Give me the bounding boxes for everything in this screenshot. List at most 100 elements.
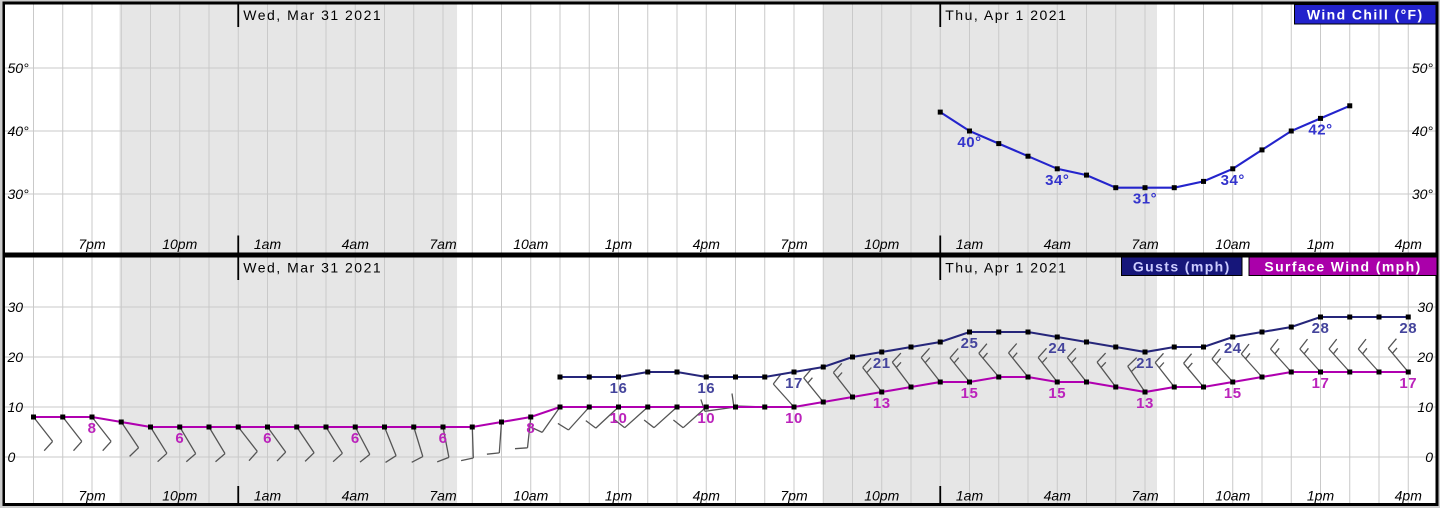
wind-barb	[1240, 343, 1263, 378]
wind-barb	[672, 406, 707, 429]
data-marker	[1230, 379, 1236, 385]
data-marker	[1142, 349, 1148, 355]
data-marker	[177, 424, 183, 430]
data-marker	[586, 374, 592, 380]
data-marker	[1376, 369, 1382, 375]
value-label-gusts: 28	[1399, 320, 1417, 337]
data-marker	[703, 374, 709, 380]
x-axis-label-bottom: 7am	[429, 488, 457, 504]
legend-label: Wind Chill (°F)	[1307, 6, 1424, 22]
data-marker	[1405, 314, 1411, 320]
y-axis-label-left: 10	[8, 399, 24, 415]
legend-box	[1294, 4, 1437, 25]
series-line-surface-wind	[33, 370, 1409, 429]
x-axis-label-top: 10am	[513, 236, 548, 252]
wind-barb	[614, 406, 649, 429]
value-label-gusts: 17	[785, 375, 803, 392]
legend-label: Surface Wind (mph)	[1264, 258, 1421, 274]
data-marker	[1084, 172, 1089, 178]
data-marker	[235, 424, 241, 430]
data-marker	[1318, 314, 1323, 320]
x-axis-label-bottom: 4pm	[693, 488, 721, 504]
frame-top	[2, 1, 1439, 5]
value-label-wind-chill: 34°	[1221, 172, 1245, 189]
wind-barb	[1037, 347, 1058, 383]
data-marker	[31, 414, 36, 420]
wind-barb	[208, 426, 226, 463]
x-axis-label-bottom: 4am	[342, 488, 370, 504]
data-marker	[294, 424, 300, 430]
x-axis-label-bottom: 1pm	[605, 488, 633, 504]
x-axis-label-bottom: 1am	[956, 488, 984, 504]
x-axis-label-top: 1pm	[605, 236, 633, 252]
data-marker	[616, 374, 621, 380]
data-marker	[674, 369, 680, 375]
y-axis-label-right: 0	[1425, 449, 1433, 465]
wind-barb	[585, 406, 619, 429]
data-marker	[1318, 115, 1323, 121]
x-axis-label-bottom: 10pm	[864, 488, 899, 504]
wind-barb	[1211, 348, 1234, 383]
data-marker	[850, 354, 855, 360]
data-marker	[1054, 379, 1060, 385]
data-marker	[645, 369, 651, 375]
data-marker	[820, 364, 826, 370]
data-marker	[557, 404, 563, 410]
wind-barb	[91, 416, 112, 452]
wind-barb	[643, 406, 678, 429]
frame-separator	[2, 252, 1439, 258]
x-axis-label-top: 7pm	[78, 236, 106, 252]
value-label-surface-wind: 6	[351, 430, 360, 447]
data-marker	[1171, 185, 1177, 191]
data-marker	[586, 404, 592, 410]
data-marker	[1084, 379, 1089, 385]
night-shading-wind-1	[823, 257, 1157, 503]
x-axis-label-top: 4pm	[1395, 236, 1423, 252]
data-marker	[1171, 384, 1177, 390]
x-axis-label-top: 1pm	[1307, 236, 1335, 252]
x-axis-label-top: 1am	[956, 236, 984, 252]
value-label-surface-wind: 17	[1399, 375, 1417, 392]
data-marker	[1025, 153, 1031, 159]
value-label-gusts: 24	[1048, 340, 1066, 357]
data-marker	[1405, 369, 1411, 375]
y-axis-label-left: 0	[8, 449, 16, 465]
data-marker	[996, 141, 1002, 147]
wind-barb	[1357, 338, 1380, 373]
y-axis-label-right: 50°	[1412, 60, 1434, 76]
wind-barb	[179, 426, 197, 463]
value-label-wind-chill: 31°	[1133, 191, 1157, 208]
data-marker	[352, 424, 358, 430]
data-marker	[762, 404, 768, 410]
x-axis-label-top: 10am	[1215, 236, 1250, 252]
wind-barb	[486, 421, 503, 455]
wind-barb	[296, 426, 315, 462]
value-label-surface-wind: 15	[1224, 385, 1242, 402]
value-label-surface-wind: 10	[697, 410, 715, 427]
night-shading-wind_chill-1	[823, 4, 1157, 253]
data-marker	[411, 424, 417, 430]
data-marker	[1230, 334, 1236, 340]
wind-barb	[832, 362, 854, 398]
data-marker	[1201, 344, 1206, 350]
y-axis-label-left: 40°	[8, 123, 30, 139]
data-marker	[791, 369, 797, 375]
wind-barb	[237, 426, 258, 462]
data-marker	[60, 414, 66, 420]
data-marker	[820, 399, 826, 405]
data-marker	[937, 109, 943, 115]
data-marker	[996, 374, 1002, 380]
data-marker	[1288, 324, 1294, 330]
wind-barb	[1154, 352, 1175, 388]
date-label: Thu, Apr 1 2021	[945, 260, 1067, 276]
data-marker	[382, 424, 387, 430]
wind-barb	[772, 373, 795, 408]
data-marker	[469, 424, 475, 430]
series-line-gusts	[560, 315, 1409, 379]
x-axis-label-bottom: 7am	[1131, 488, 1159, 504]
wind-barb	[1299, 338, 1321, 373]
value-label-gusts: 16	[697, 380, 715, 397]
wind-barb	[149, 426, 168, 463]
